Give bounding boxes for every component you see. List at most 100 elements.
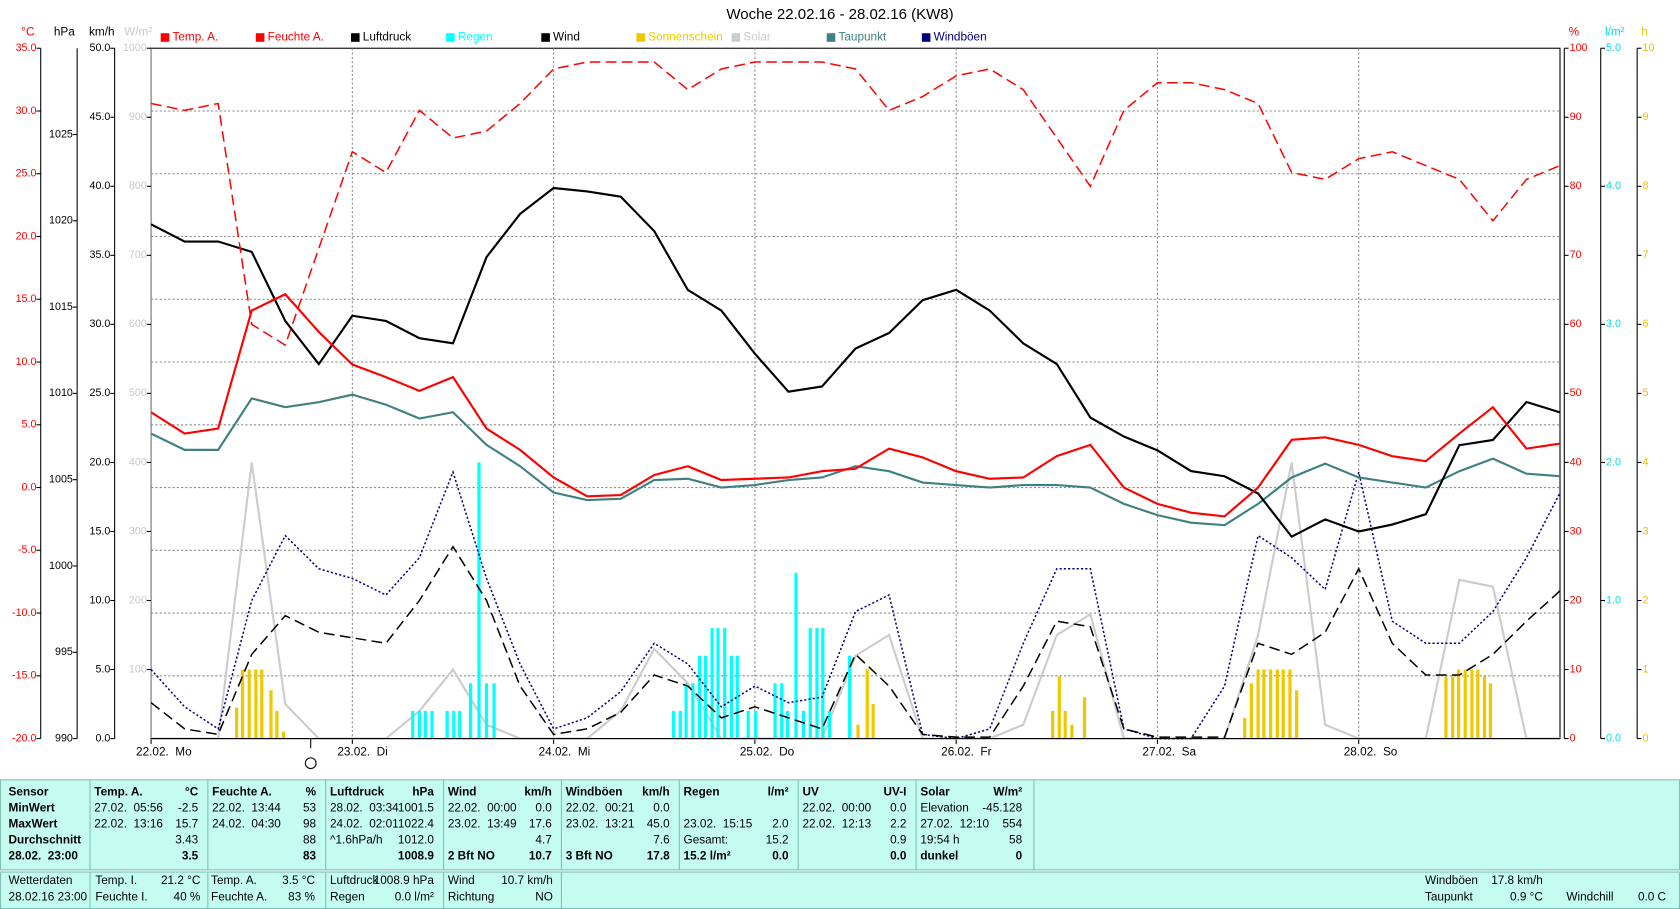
legend-swatch	[351, 33, 360, 42]
legend-swatch	[160, 33, 170, 42]
series-line	[150, 186, 1561, 539]
series-bar	[710, 628, 714, 739]
tick-label: 50	[1570, 387, 1582, 399]
tick-label: 9	[1643, 111, 1649, 123]
table-cell: 98	[303, 817, 317, 830]
table-cell: Elevation	[920, 801, 968, 814]
tick-label: 70	[1570, 249, 1582, 261]
series-bar	[746, 710, 750, 739]
tick-label: 30.0	[16, 105, 37, 117]
table-cell: 24.02. 02:01	[330, 817, 399, 830]
legend-label: Sonnenschein	[648, 31, 723, 44]
series-bar	[1488, 683, 1492, 739]
series-bar	[1463, 669, 1467, 739]
series-bar	[723, 628, 727, 739]
table-cell: dunkel	[920, 850, 958, 863]
table-cell: 2.0	[772, 817, 789, 830]
table-cell: 22.02. 00:00	[448, 801, 517, 814]
plot-area	[150, 47, 1561, 740]
table-cell: 1022.4	[398, 817, 434, 830]
series-line	[150, 61, 1561, 347]
marker-circle	[304, 757, 317, 770]
x-tick-label: 24.02. Mi	[539, 746, 591, 759]
table-header: W/m²	[993, 785, 1022, 798]
tick-label: 10.0	[90, 594, 111, 606]
series-bar	[735, 655, 739, 739]
table-cell: 45.0	[647, 817, 670, 830]
tick-label: 45.0	[90, 111, 111, 123]
table-cell: 2.2	[890, 817, 906, 830]
tick-label: 35.0	[16, 42, 37, 54]
legend-label: Wind	[553, 31, 580, 44]
tick-label: 15.0	[90, 525, 111, 537]
table-cell: 23.02. 13:49	[448, 817, 517, 830]
table-cell: -2.5	[178, 801, 199, 814]
series-bar	[1243, 717, 1247, 739]
status-label: Taupunkt	[1425, 890, 1473, 903]
series-bar	[671, 710, 676, 739]
table-cell: Durchschnitt	[9, 834, 82, 847]
series-bar	[1269, 669, 1273, 739]
table-header: Wind	[448, 785, 477, 798]
series-bar	[1057, 676, 1061, 739]
table-header: Sensor	[9, 785, 49, 798]
status-label: Feuchte A.	[211, 890, 267, 903]
table-header: Windböen	[566, 785, 623, 798]
table-cell: 28.02. 23:00	[9, 850, 79, 863]
series-line	[150, 292, 1561, 518]
series-bar	[260, 669, 264, 739]
series-bar	[821, 628, 825, 739]
table-cell: ^1.6hPa/h	[330, 834, 383, 847]
tick-label: 600	[129, 318, 147, 330]
status-value: 0.0 C	[1638, 890, 1667, 903]
series-bar	[235, 707, 239, 739]
series-bar	[1456, 669, 1461, 739]
series-bar	[275, 710, 279, 739]
table-cell: -45.128	[982, 801, 1022, 814]
series-bar	[458, 710, 462, 739]
tick-label: 1020	[49, 215, 73, 227]
table-cell: 22.02. 13:16	[94, 817, 163, 830]
tick-label: 2.0	[1606, 456, 1621, 468]
tick-label: 5.0	[95, 663, 110, 675]
series-bar	[1070, 724, 1074, 739]
table-header: km/h	[642, 785, 669, 798]
table-header: Feuchte A.	[212, 785, 272, 798]
tick-label: 300	[129, 525, 147, 537]
axis-unit: km/h	[89, 25, 114, 38]
tick-label: 80	[1570, 180, 1582, 192]
series-bar	[269, 690, 273, 739]
series-bar	[1295, 690, 1299, 739]
series-bar	[691, 683, 695, 739]
tick-label: 0.0	[22, 481, 37, 493]
tick-label: 20.0	[90, 456, 111, 468]
series-bar	[827, 710, 832, 739]
axis-unit: °C	[21, 25, 35, 38]
tick-label: 2	[1643, 594, 1649, 606]
status-time: 28.02.16 23:00	[9, 890, 88, 903]
tick-label: 100	[129, 663, 147, 675]
series-bar	[247, 669, 251, 739]
tick-label: 5	[1643, 387, 1649, 399]
table-cell: 17.6	[529, 817, 552, 830]
series-bar	[423, 710, 427, 739]
table-cell: MaxWert	[9, 817, 58, 830]
table-header: Regen	[684, 785, 720, 798]
series-bar	[254, 669, 258, 739]
table-header: Temp. A.	[94, 785, 142, 798]
series-bar	[1281, 669, 1285, 739]
table-header: %	[306, 785, 317, 798]
series-bar	[773, 683, 777, 739]
tick-label: 3	[1643, 525, 1649, 537]
tick-label: 60	[1570, 318, 1582, 330]
series-bar	[492, 683, 496, 739]
table-header: l/m²	[768, 785, 789, 798]
legend-swatch	[636, 33, 645, 42]
legend-label: Solar	[743, 31, 771, 44]
series-bar	[1451, 676, 1455, 739]
legend-label: Feuchte A.	[268, 31, 324, 44]
tick-label: 1025	[49, 128, 73, 140]
tick-label: 800	[129, 180, 147, 192]
table-cell: 24.02. 04:30	[212, 817, 281, 830]
